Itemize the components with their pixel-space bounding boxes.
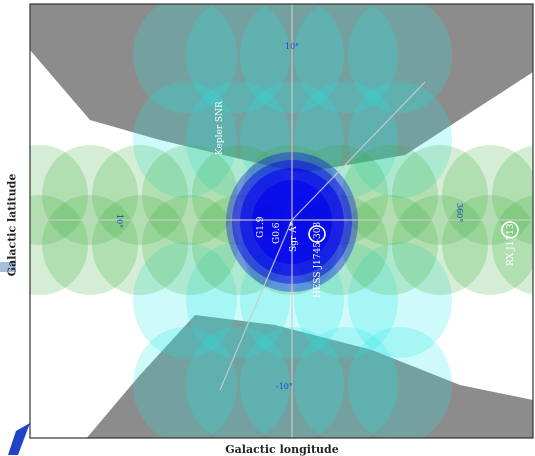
cyan-tile: [348, 82, 452, 198]
source-label-g06: G0.6: [272, 222, 282, 244]
lat-label-top: 10°: [285, 42, 299, 51]
x-axis-label: Galactic longitude: [225, 443, 339, 456]
plot-frame: [29, 3, 534, 439]
cyan-tile: [133, 82, 237, 198]
hess-marker: [308, 225, 326, 243]
edge-arrow-mark: [8, 423, 30, 455]
cyan-tile: [348, 4, 452, 113]
cyan-tile: [133, 327, 237, 438]
cyan-tile: [348, 327, 452, 438]
source-label-kepler: Kepler SNR: [215, 101, 225, 155]
grid-lines: [30, 4, 533, 438]
grey-region-top: [30, 4, 533, 173]
cyan-tile: [186, 327, 290, 438]
cyan-tiles: [133, 4, 452, 438]
cyan-tile: [186, 4, 290, 113]
lon-label-right: 360°: [455, 203, 464, 222]
cyan-tile: [186, 242, 290, 358]
cyan-tile: [186, 82, 290, 198]
cyan-tile: [294, 82, 398, 198]
lon-label-left: 10°: [115, 214, 124, 228]
source-label-g19: G1.9: [256, 216, 266, 238]
y-axis-label: Galactic latitude: [5, 173, 19, 277]
lat-label-bottom: -10°: [276, 382, 293, 391]
cyan-tile: [294, 4, 398, 113]
cyan-tile: [348, 242, 452, 358]
grey-region-bottom: [86, 315, 533, 438]
source-label-hess: HESS J1745-303: [313, 222, 323, 298]
edge-mark: [0, 262, 16, 272]
source-label-rx: RX J1713: [506, 223, 516, 266]
cyan-tile: [133, 242, 237, 358]
rx-marker: [501, 221, 519, 239]
cyan-tile: [294, 327, 398, 438]
source-label-sgr: Sgr A*: [289, 221, 299, 252]
cyan-tile: [133, 4, 237, 113]
cyan-tile: [294, 242, 398, 358]
